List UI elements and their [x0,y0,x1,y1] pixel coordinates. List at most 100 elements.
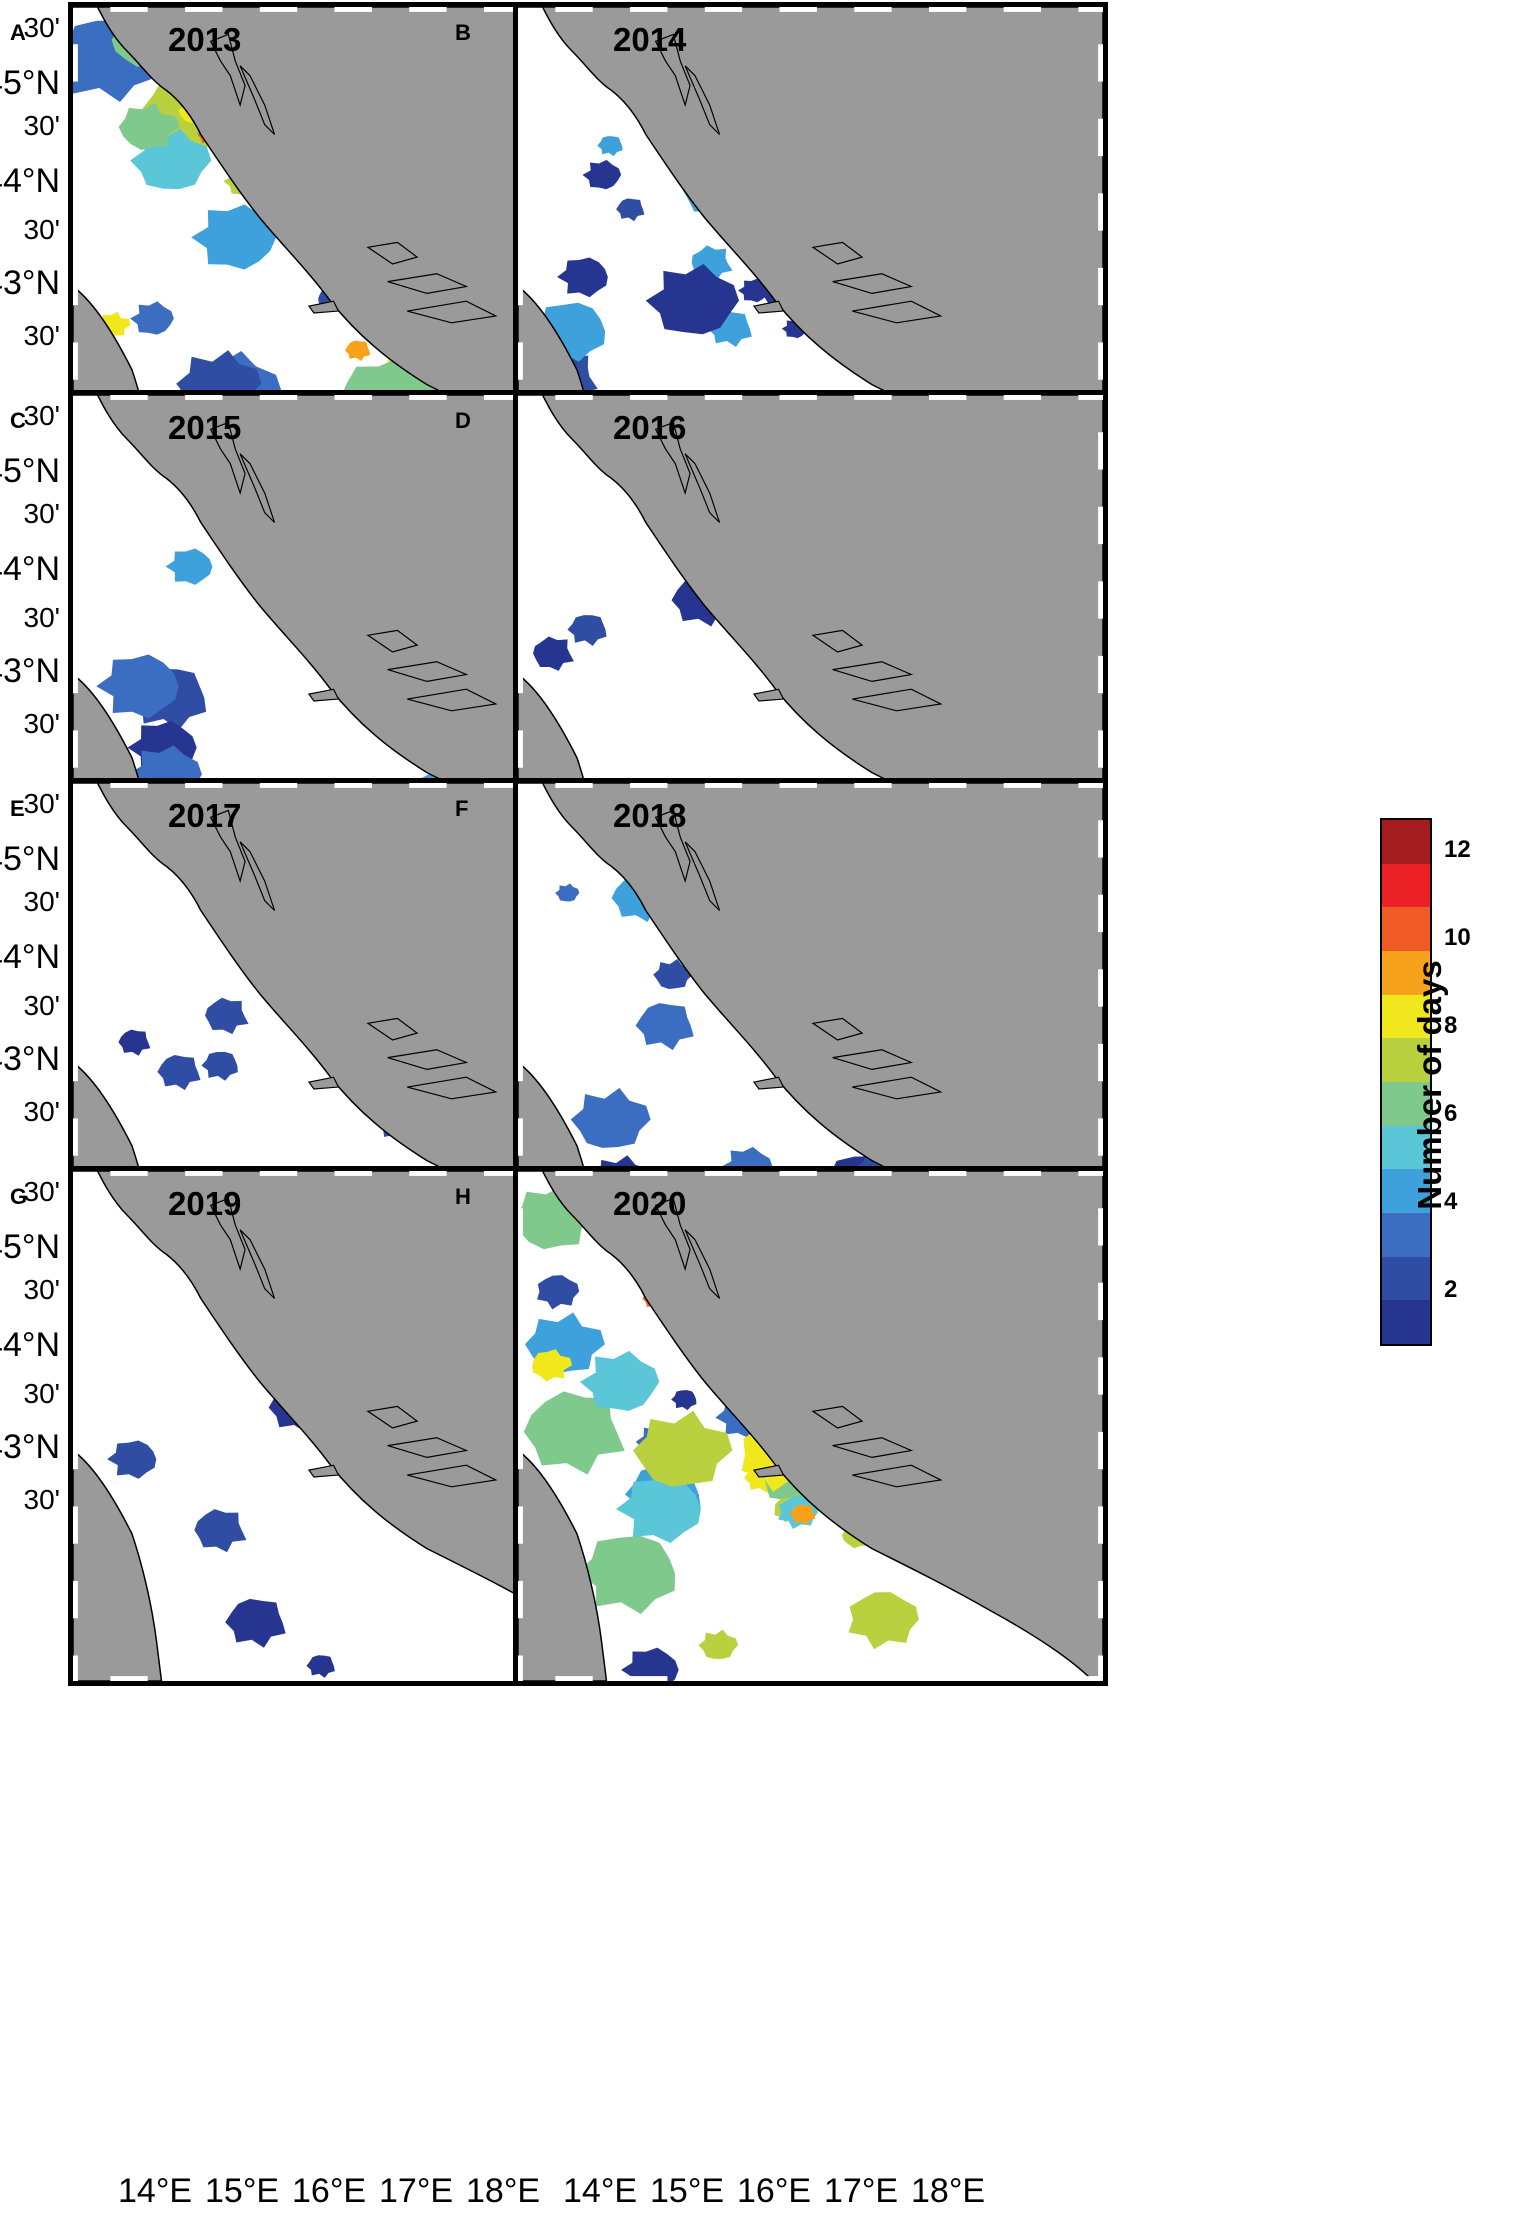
days-patch [576,1535,676,1615]
latitude-label: 43°N [0,264,60,302]
longitude-label: 18°E [911,2172,986,2210]
days-patch [570,1087,651,1148]
latitude-label: 30' [23,498,61,529]
colorbar-segment [1382,994,1430,1039]
days-patch [645,264,740,335]
colorbar-segment [1382,907,1430,952]
island [209,421,246,496]
latitude-label: 30' [23,1176,61,1207]
island [407,300,498,324]
latitude-label: 43°N [0,1040,60,1078]
island [811,629,864,653]
latitude-label: 44°N [0,938,60,976]
island [239,841,276,911]
panel-letter: F [455,796,469,821]
land-area [73,1449,163,1681]
island [852,300,943,324]
island [811,1017,864,1041]
colorbar-segment [1382,1082,1430,1126]
island [239,1229,276,1299]
island [832,273,914,294]
colorbar-segment [1382,1125,1430,1170]
latitude-label: 45°N [0,840,60,878]
map-2020 [518,1171,1103,1681]
colorbar-segment [1382,951,1430,995]
colorbar-tick-label: 2 [1444,1276,1458,1303]
panel-year-label: 2013 [168,21,242,58]
days-patch [653,958,693,989]
island [366,1405,419,1429]
island [852,1464,943,1488]
panel-year-label: 2015 [168,409,242,446]
days-hotspot [789,1504,816,1525]
panel-year-label: 2014 [613,21,687,58]
longitude-label: 18°E [466,2172,541,2210]
longitude-label: 16°E [292,2172,367,2210]
days-patch [615,1476,701,1544]
latitude-label: 30' [23,886,61,917]
island [654,809,691,884]
latitude-label: 30' [23,788,61,819]
latitude-label: 44°N [0,550,60,588]
panel-letter: G [10,1184,28,1209]
days-patch [532,1349,573,1382]
colorbar-tick-label: 4 [1444,1188,1458,1215]
latitude-label: 44°N [0,1326,60,1364]
days-patch [107,1440,157,1479]
island [684,1229,721,1299]
land-area [518,1449,608,1681]
island [407,1464,498,1488]
land-area [518,1171,1103,1681]
days-patch [616,198,645,222]
colorbar-segment [1382,1300,1430,1345]
colorbar-tick-label: 6 [1444,1100,1458,1127]
longitude-label: 17°E [379,2172,454,2210]
island [684,841,721,911]
island [307,688,340,702]
latitude-label: 45°N [0,1228,60,1266]
longitude-label: 15°E [650,2172,725,2210]
days-patch [698,1629,739,1659]
colorbar-segment [1382,1256,1430,1301]
panel-letter: B [455,20,471,45]
latitude-label: 30' [23,12,61,43]
latitude-label: 30' [23,1484,61,1515]
colorbar-segment [1382,1169,1430,1214]
island [366,629,419,653]
island [387,273,469,294]
days-patch [738,278,769,303]
days-patch [537,1275,580,1310]
longitude-label: 14°E [118,2172,193,2210]
island [832,661,914,682]
longitude-label: 17°E [824,2172,899,2210]
island [752,1076,785,1090]
panel-year-label: 2020 [613,1185,687,1222]
island [752,1464,785,1478]
island [407,688,498,712]
colorbar-segment [1382,863,1430,908]
island [832,1049,914,1070]
island [684,453,721,523]
island [852,1076,943,1100]
days-patch [632,1410,733,1487]
latitude-label: 43°N [0,652,60,690]
days-patch [306,1655,335,1678]
latitude-label: 30' [23,990,61,1021]
days-patch [523,1391,625,1475]
days-patch [191,204,277,270]
latitude-label: 30' [23,1378,61,1409]
panel-year-label: 2019 [168,1185,242,1222]
island [209,1197,246,1272]
panel-year-label: 2018 [613,797,687,834]
colorbar-tick-label: 10 [1444,924,1471,951]
island [852,688,943,712]
longitude-label: 15°E [205,2172,280,2210]
days-patch [118,102,180,150]
latitude-label: 43°N [0,1428,60,1466]
island [684,65,721,135]
days-patch [635,1003,694,1051]
island [239,453,276,523]
days-patch [579,1350,660,1411]
island [366,1017,419,1041]
days-patch [194,1509,247,1553]
